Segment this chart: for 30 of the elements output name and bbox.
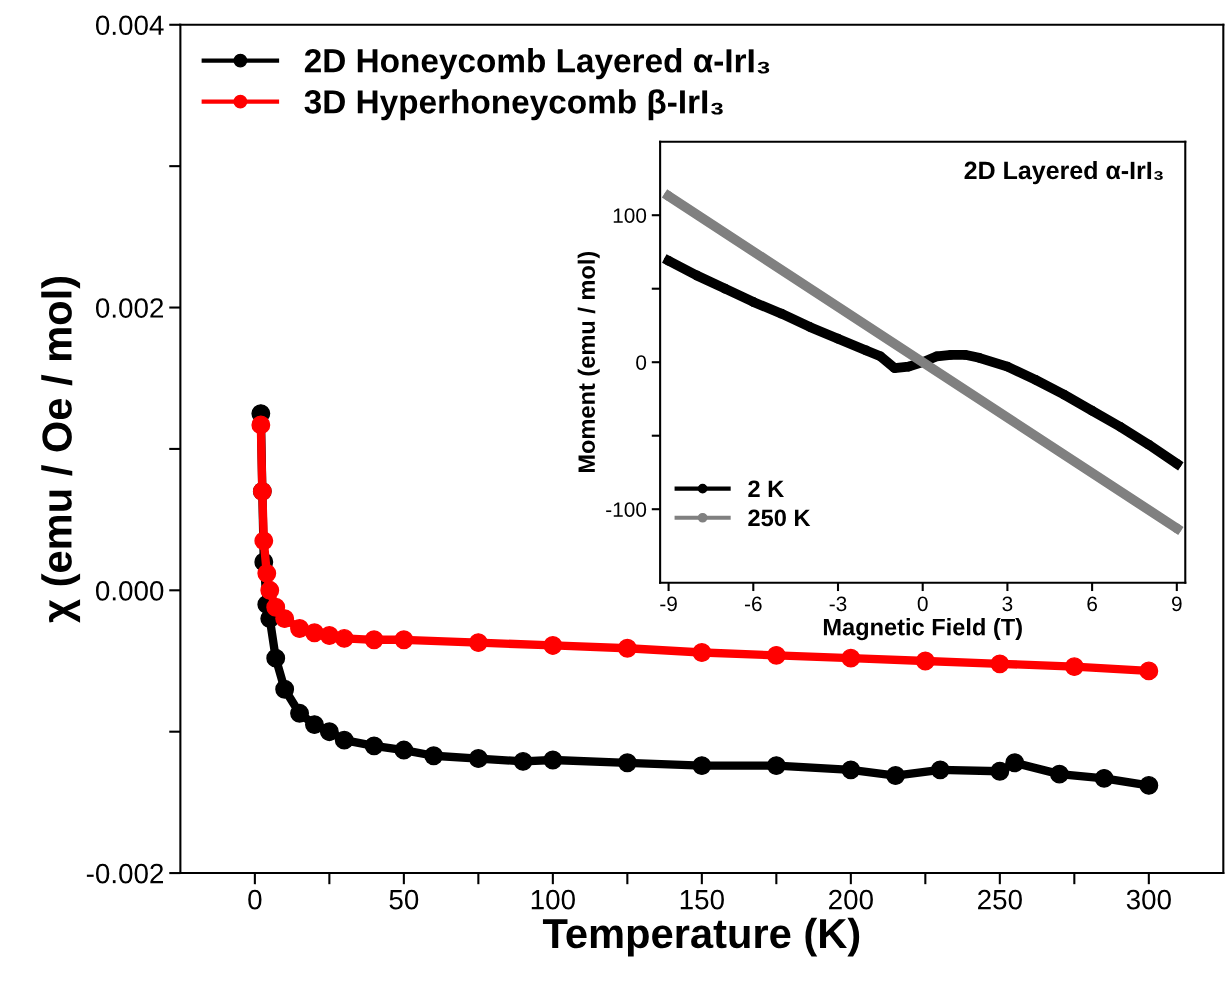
x-axis-title: Temperature (K) [542, 917, 860, 957]
x-tick-label: 200 [829, 889, 873, 910]
x-tick-label: 50 [389, 889, 419, 910]
x-tick-label: -6 [744, 596, 762, 612]
y-axis-title: Moment (emu / mol) [577, 251, 600, 473]
y-tick-label: 0.004 [95, 15, 164, 36]
y-tick-label: 0.002 [95, 298, 164, 318]
legend-label: 3D Hyperhoneycomb β-IrI₃ [304, 89, 723, 121]
x-tick-label: -9 [660, 596, 677, 612]
y-tick-label: 0 [636, 355, 647, 370]
x-axis-title: Magnetic Field (T) [823, 618, 1022, 641]
legend-label: 2D Honeycomb Layered α-IrI₃ [304, 48, 770, 80]
x-tick-label: 6 [1087, 596, 1097, 612]
x-tick-label: 3 [1002, 596, 1013, 612]
annotation: 2D Layered α-IrI₃ [964, 160, 1163, 185]
x-tick-label: 100 [531, 889, 575, 910]
y-tick-label: 100 [613, 208, 647, 223]
y-tick-label: 0.000 [95, 580, 164, 601]
x-tick-label: -3 [829, 596, 847, 612]
y-tick-label: -100 [606, 502, 647, 517]
legend-label: 2 K [748, 480, 785, 497]
y-tick-label: -0.002 [86, 863, 164, 884]
x-tick-label: 0 [248, 889, 262, 910]
x-tick-label: 150 [680, 889, 724, 910]
y-axis-title: χ (emu / Oe / mol) [41, 276, 81, 623]
x-tick-label: 300 [1126, 889, 1171, 910]
x-tick-label: 250 [978, 889, 1022, 910]
x-tick-label: 9 [1172, 596, 1182, 612]
x-tick-label: 0 [917, 596, 928, 612]
legend-label: 250 K [748, 509, 811, 527]
